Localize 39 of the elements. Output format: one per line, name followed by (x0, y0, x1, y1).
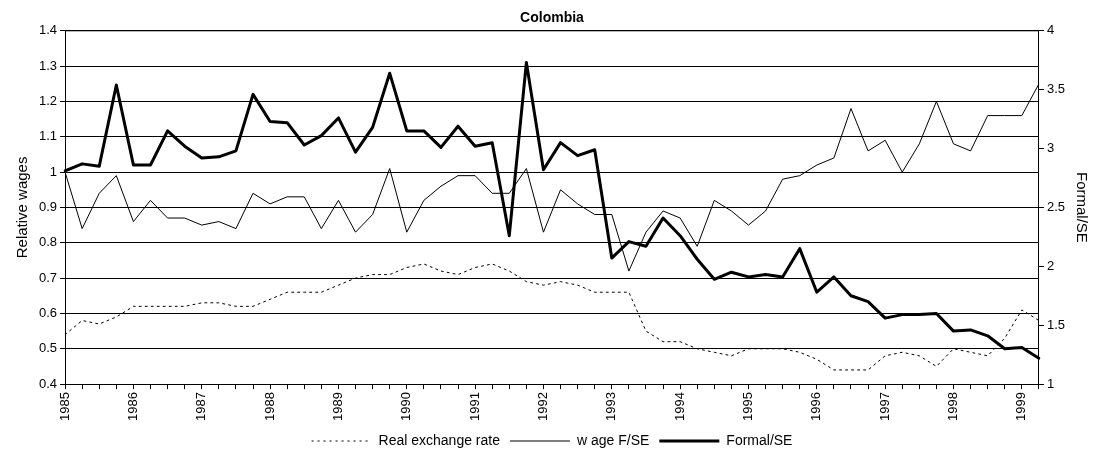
x-tick-label: 1996 (808, 392, 824, 421)
legend-label: Formal/SE (726, 431, 793, 448)
x-tick-label: 1993 (603, 392, 619, 421)
y-tick-label: 1.3 (38, 57, 58, 73)
y-tick-label: 1.2 (38, 93, 58, 109)
x-tick-label: 1995 (740, 392, 756, 421)
x-tick-label: 1987 (193, 392, 209, 421)
y-tick-label: 0.6 (38, 305, 58, 320)
y-axis-title: Relative wages (13, 156, 31, 259)
x-tick-label: 1985 (56, 392, 72, 421)
x-tick-label: 1998 (945, 392, 961, 421)
x-tick-label: 1986 (124, 392, 140, 421)
y2-tick-label: 4 (1046, 22, 1055, 38)
y-tick-label: 1.1 (38, 128, 58, 144)
y2-tick-label: 2.5 (1046, 199, 1066, 215)
y2-tick-label: 2 (1046, 257, 1055, 273)
x-tick-label: 1989 (330, 392, 346, 421)
y-tick-label: 1 (49, 163, 58, 179)
y-tick-label: 0.4 (38, 375, 58, 391)
y2-axis-title: Formal/SE (1073, 172, 1091, 243)
x-tick-label: 1997 (876, 392, 892, 421)
y-tick-label: 0.7 (38, 269, 58, 285)
y-tick-label: 0.5 (38, 340, 58, 356)
x-tick-label: 1988 (261, 392, 277, 421)
y2-tick-label: 3.5 (1046, 81, 1066, 97)
y2-tick-label: 1.5 (1046, 316, 1066, 332)
x-tick-label: 1991 (466, 392, 482, 421)
legend-label: Real exchange rate (378, 431, 501, 448)
y2-tick-label: 3 (1046, 140, 1055, 156)
x-tick-label: 1990 (398, 392, 414, 421)
y-tick-label: 1.4 (38, 22, 58, 38)
y-tick-label: 0.9 (38, 199, 58, 215)
x-tick-label: 1992 (535, 392, 551, 421)
y-tick-label: 0.8 (38, 234, 58, 250)
legend-label: w age F/SE (575, 431, 650, 448)
chart-title: Colombia (520, 9, 585, 26)
x-tick-label: 1994 (671, 392, 687, 421)
x-tick-label: 1999 (1013, 392, 1029, 421)
y2-tick-label: 1 (1046, 375, 1055, 391)
